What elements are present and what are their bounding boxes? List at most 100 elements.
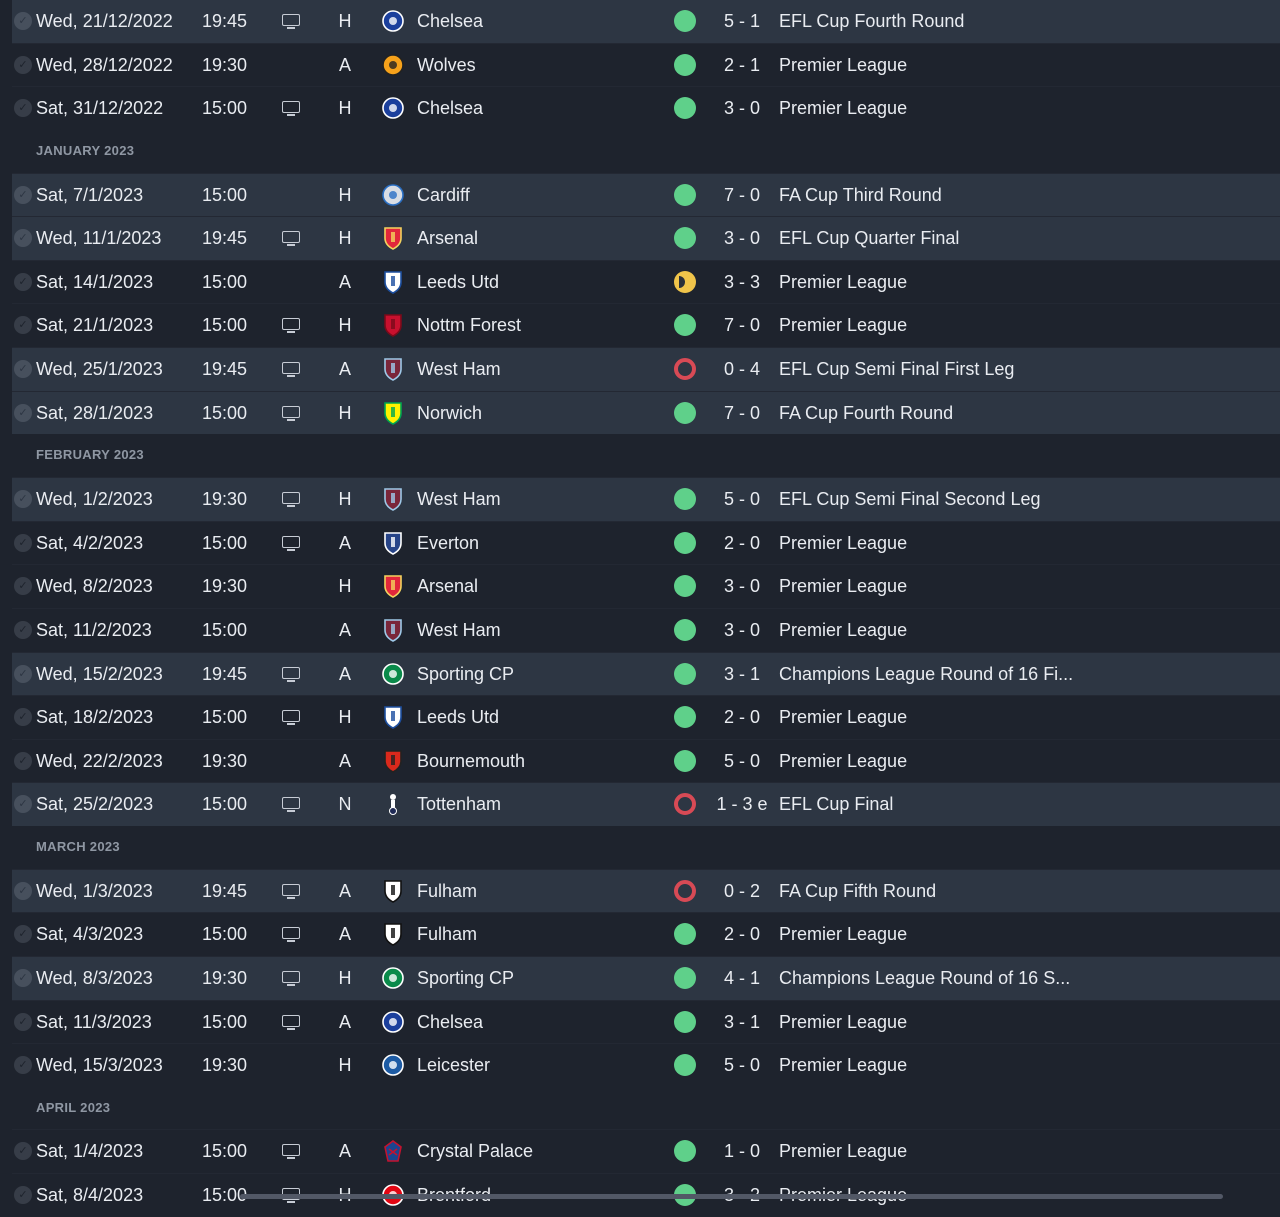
horizontal-scrollbar[interactable]: [240, 1194, 1223, 1199]
match-score[interactable]: 3 - 0: [723, 619, 761, 640]
fixture-row[interactable]: ✓ Sat, 7/1/2023 15:00 H Cardiff 7 - 0 FA Cup T…: [12, 172, 1280, 217]
fixture-row[interactable]: ✓ Sat, 4/2/2023 15:00 A Everton 2 - 0 Premier …: [12, 520, 1280, 565]
competition-name[interactable]: Premier League: [779, 1011, 908, 1032]
opponent-name[interactable]: Norwich: [417, 402, 483, 423]
fixture-row[interactable]: ✓ Sat, 1/4/2023 15:00 A Crystal Palace 1 - 0 P…: [12, 1129, 1280, 1174]
match-score[interactable]: 2 - 0: [723, 532, 761, 553]
opponent-name[interactable]: Fulham: [417, 880, 478, 901]
competition-name[interactable]: Premier League: [779, 576, 908, 597]
match-score[interactable]: 7 - 0: [723, 184, 761, 205]
match-score[interactable]: 7 - 0: [723, 315, 761, 336]
fixture-row[interactable]: ✓ Wed, 1/2/2023 19:30 H West Ham 5 - 0 EFL Cup…: [12, 476, 1280, 521]
match-score[interactable]: 5 - 0: [723, 488, 761, 509]
match-score[interactable]: 2 - 0: [723, 924, 761, 945]
fixture-row[interactable]: ✓ Wed, 11/1/2023 19:45 H Arsenal 3 - 0 EFL Cup…: [12, 216, 1280, 260]
match-score[interactable]: 3 - 1: [723, 663, 761, 684]
match-score[interactable]: 2 - 0: [723, 707, 761, 728]
match-score[interactable]: 5 - 0: [723, 1055, 761, 1076]
fixture-row[interactable]: ✓ Sat, 18/2/2023 15:00 H Leeds Utd 2 - 0 Premi…: [12, 695, 1280, 739]
match-score[interactable]: 3 - 0: [723, 228, 761, 249]
fixture-row[interactable]: ✓ Sat, 28/1/2023 15:00 H Norwich 7 - 0 FA Cup …: [12, 390, 1280, 435]
match-score[interactable]: 7 - 0: [723, 402, 761, 423]
opponent-name[interactable]: Chelsea: [417, 1011, 484, 1032]
fixture-row[interactable]: ✓ Sat, 14/1/2023 15:00 A Leeds Utd 3 - 3 Premi…: [12, 259, 1280, 304]
fixture-row[interactable]: ✓ Wed, 21/12/2022 19:45 H Chelsea 5 - 1 EFL Cu…: [12, 0, 1280, 43]
opponent-name[interactable]: Cardiff: [417, 184, 470, 205]
competition-name[interactable]: EFL Cup Final: [779, 794, 894, 815]
fixture-row[interactable]: ✓ Sat, 31/12/2022 15:00 H Chelsea 3 - 0 Premie…: [12, 86, 1280, 130]
competition-name[interactable]: FA Cup Fifth Round: [779, 880, 937, 901]
fixture-row[interactable]: ✓ Sat, 11/2/2023 15:00 A West Ham 3 - 0 Premie…: [12, 607, 1280, 652]
opponent-name[interactable]: Sporting CP: [417, 663, 515, 684]
match-time: 15:00: [202, 707, 248, 728]
fixture-row[interactable]: ✓ Wed, 1/3/2023 19:45 A Fulham 0 - 2 FA Cup Fi…: [12, 868, 1280, 913]
competition-name[interactable]: Premier League: [779, 54, 908, 75]
opponent-name[interactable]: Chelsea: [417, 11, 484, 31]
fixture-row[interactable]: ✓ Wed, 22/2/2023 19:30 A Bournemouth 5 - 0 Pre…: [12, 738, 1280, 783]
opponent-name[interactable]: Leeds Utd: [417, 707, 500, 728]
opponent-name[interactable]: West Ham: [417, 359, 501, 380]
match-time: 15:00: [202, 924, 248, 945]
opponent-name[interactable]: Leeds Utd: [417, 271, 500, 292]
competition-name[interactable]: Premier League: [779, 271, 908, 292]
opponent-name[interactable]: Wolves: [417, 54, 476, 75]
competition-name[interactable]: EFL Cup Fourth Round: [779, 11, 965, 31]
competition-name[interactable]: Premier League: [779, 750, 908, 771]
competition-name[interactable]: EFL Cup Semi Final First Leg: [779, 359, 1015, 380]
fixture-row[interactable]: ✓ Wed, 8/3/2023 19:30 H Sporting CP 4 - 1 Cham…: [12, 955, 1280, 1000]
opponent-name[interactable]: Tottenham: [417, 794, 502, 815]
match-score[interactable]: 3 - 0: [723, 98, 761, 119]
fixture-row[interactable]: ✓ Sat, 11/3/2023 15:00 A Chelsea 3 - 1 Premier…: [12, 999, 1280, 1044]
fixture-row[interactable]: ✓ Sat, 4/3/2023 15:00 A Fulham 2 - 0 Premier L…: [12, 912, 1280, 956]
fixture-row[interactable]: ✓ Wed, 28/12/2022 19:30 A Wolves 2 - 1 Premier…: [12, 42, 1280, 87]
opponent-name[interactable]: Nottm Forest: [417, 315, 522, 336]
competition-name[interactable]: EFL Cup Quarter Final: [779, 228, 960, 249]
opponent-name[interactable]: Arsenal: [417, 228, 479, 249]
competition-name[interactable]: Premier League: [779, 1055, 908, 1076]
competition-name[interactable]: Premier League: [779, 707, 908, 728]
venue-indicator: A: [338, 1141, 351, 1162]
match-score[interactable]: 3 - 3: [723, 271, 761, 292]
opponent-name[interactable]: Crystal Palace: [417, 1141, 534, 1162]
fixture-row[interactable]: ✓ Wed, 25/1/2023 19:45 A West Ham 0 - 4 EFL Cu…: [12, 347, 1280, 391]
match-score[interactable]: 0 - 4: [723, 359, 761, 380]
opponent-name[interactable]: Fulham: [417, 924, 478, 945]
fixture-row[interactable]: ✓ Sat, 21/1/2023 15:00 H Nottm Forest 7 - 0 Pr…: [12, 303, 1280, 348]
competition-name[interactable]: Premier League: [779, 924, 908, 945]
fixture-row[interactable]: ✓ Wed, 15/3/2023 19:30 H Leicester 5 - 0 Premi…: [12, 1043, 1280, 1087]
opponent-name[interactable]: West Ham: [417, 619, 501, 640]
match-score[interactable]: 2 - 1: [723, 54, 761, 75]
competition-name[interactable]: Premier League: [779, 315, 908, 336]
match-score[interactable]: 1 - 0: [723, 1141, 761, 1162]
competition-name[interactable]: Premier League: [779, 619, 908, 640]
westham-crest-icon: [382, 618, 404, 642]
opponent-name[interactable]: Chelsea: [417, 98, 484, 119]
opponent-name[interactable]: Everton: [417, 532, 480, 553]
competition-name[interactable]: Champions League Round of 16 S...: [779, 967, 1071, 988]
opponent-name[interactable]: Sporting CP: [417, 967, 515, 988]
match-score[interactable]: 4 - 1: [723, 967, 761, 988]
fixture-row[interactable]: ✓ Wed, 15/2/2023 19:45 A Sporting CP 3 - 1 Cha…: [12, 651, 1280, 696]
opponent-name[interactable]: Arsenal: [417, 576, 479, 597]
competition-name[interactable]: FA Cup Fourth Round: [779, 402, 954, 423]
match-score[interactable]: 3 - 0: [723, 576, 761, 597]
match-score[interactable]: 5 - 0: [723, 750, 761, 771]
match-score[interactable]: 5 - 1: [723, 11, 761, 31]
fixture-row[interactable]: ✓ Wed, 8/2/2023 19:30 H Arsenal 3 - 0 Premier …: [12, 564, 1280, 608]
tv-icon: [281, 230, 301, 247]
competition-name[interactable]: Champions League Round of 16 Fi...: [779, 663, 1074, 684]
competition-name[interactable]: Premier League: [779, 98, 908, 119]
competition-name[interactable]: Premier League: [779, 1141, 908, 1162]
match-score[interactable]: 1 - 3 e: [716, 794, 768, 815]
opponent-name[interactable]: West Ham: [417, 488, 501, 509]
competition-name[interactable]: Premier League: [779, 532, 908, 553]
match-score[interactable]: 3 - 1: [723, 1011, 761, 1032]
opponent-name[interactable]: Leicester: [417, 1055, 491, 1076]
competition-name[interactable]: EFL Cup Semi Final Second Leg: [779, 488, 1041, 509]
fixture-row[interactable]: ✓ Sat, 25/2/2023 15:00 N Tottenham 1 - 3 e EFL…: [12, 782, 1280, 827]
result-indicator-icon: [674, 10, 696, 32]
competition-name[interactable]: FA Cup Third Round: [779, 184, 942, 205]
match-time: 15:00: [202, 1011, 248, 1032]
opponent-name[interactable]: Bournemouth: [417, 750, 526, 771]
match-score[interactable]: 0 - 2: [723, 880, 761, 901]
